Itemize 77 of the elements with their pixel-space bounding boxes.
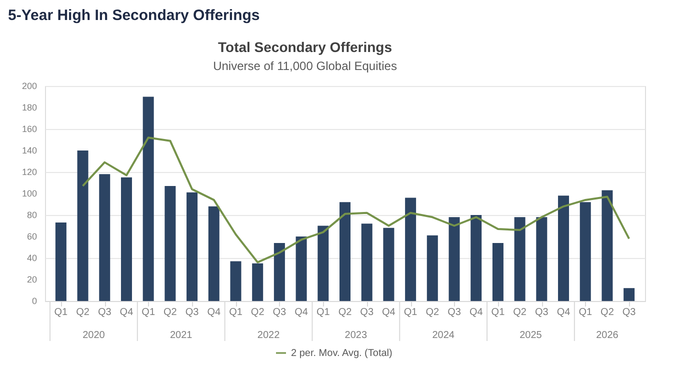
bar [99,174,110,301]
x-tick-label: Q2 [250,307,265,318]
bar [296,236,307,301]
y-tick-label: 0 [32,296,37,306]
text: 2023 [344,330,368,341]
bar [55,222,66,301]
x-tick-label: Q1 [578,307,592,318]
bar [405,198,416,301]
y-tick-label: 160 [22,124,37,134]
x-tick-label: Q2 [76,307,90,318]
bar [602,190,613,301]
x-tick-label: Q3 [622,307,636,318]
x-tick-label: Q4 [382,307,396,318]
bar [230,261,242,301]
x-tick-label: Q3 [534,307,549,318]
y-tick-label: 180 [22,102,37,112]
x-tick-label: Q3 [448,307,462,318]
bar [252,263,264,301]
bar [514,217,526,301]
y-tick-label: 100 [22,188,37,198]
bar [624,288,635,301]
bar [558,196,570,301]
x-tick-label: Q1 [316,307,330,318]
bar [164,186,176,301]
bar [318,226,329,301]
text: 2020 [82,330,106,341]
bar [536,217,548,301]
text: 2022 [257,330,280,341]
line-series [82,136,630,264]
bar [274,242,285,301]
bar [77,150,88,301]
x-tick-label: Q3 [272,307,287,318]
x-tick-label: Q1 [229,307,243,318]
bar [186,192,198,301]
x-tick-label: Q1 [142,307,156,318]
x-tick-label: Q2 [600,307,614,318]
x-tick-label: Q4 [469,307,484,318]
chart-title: Total Secondary Offerings [218,39,392,55]
text: 5-Year High In Secondary Offerings [8,7,260,24]
bar [383,228,394,301]
x-tick-label: Q1 [54,307,68,318]
bar [426,235,438,301]
text: 2025 [520,330,542,341]
chart-subtitle: Universe of 11,000 Global Equities [213,59,397,73]
x-tick-label: Q4 [556,307,571,318]
bar [470,215,482,301]
legend-label: 2 per. Mov. Avg. (Total) [291,348,392,359]
x-tick-label: Q4 [120,307,134,318]
bar [142,96,154,301]
text: 2021 [170,330,193,341]
y-tick-label: 120 [22,167,37,177]
y-tick-label: 140 [22,146,37,156]
x-tick-label: Q2 [426,307,440,318]
x-tick-label: Q1 [404,307,418,318]
x-tick-label: Q3 [185,307,200,318]
y-tick-label: 200 [22,81,37,91]
y-tick-label: 60 [26,232,37,242]
x-tick-label: Q3 [360,307,374,318]
bar [361,224,372,301]
bar [208,206,220,301]
y-tick-label: 40 [26,253,37,263]
bar [580,202,591,301]
bar [492,242,504,301]
x-tick-label: Q2 [513,307,527,318]
y-tick-label: 20 [26,274,37,284]
bar [340,202,350,301]
x-tick-label: Q1 [491,307,506,318]
x-tick-label: Q2 [164,307,178,318]
x-tick-label: Q4 [294,307,308,318]
text: 2024 [432,330,455,341]
y-tick-label: 80 [26,210,37,220]
text: 2026 [596,330,619,341]
bar [448,217,460,301]
x-tick-label: Q2 [338,307,352,318]
x-tick-label: Q4 [207,307,221,318]
bar [120,177,132,301]
x-tick-label: Q3 [98,307,112,318]
